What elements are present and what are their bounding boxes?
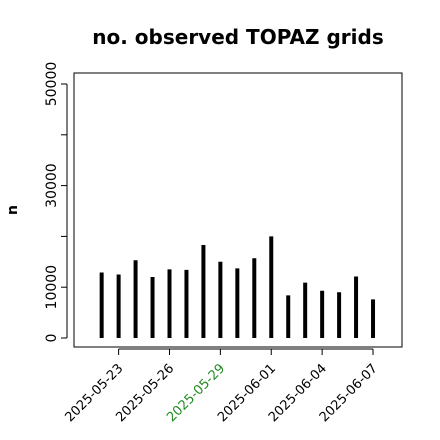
y-axis-label: n [5, 205, 21, 215]
bars [99, 236, 376, 338]
y-tick-label: 30000 [44, 163, 60, 208]
y-axis: 0 10000 30000 50000 [44, 62, 68, 343]
y-tick-label: 10000 [44, 265, 60, 310]
y-tick-label: 0 [44, 334, 60, 343]
chart-title: no. observed TOPAZ grids [92, 25, 383, 49]
x-axis: 2025-05-232025-05-262025-05-292025-06-01… [62, 348, 381, 425]
plot-frame [73, 72, 403, 348]
y-tick-label: 50000 [44, 62, 60, 107]
